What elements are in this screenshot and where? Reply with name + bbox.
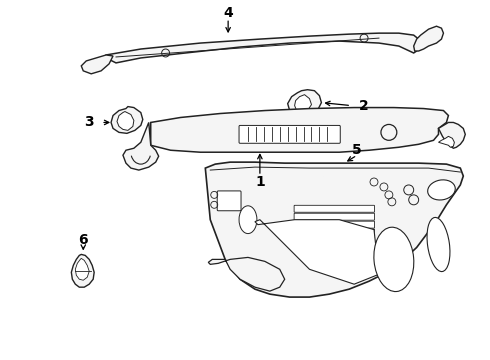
Text: 3: 3 xyxy=(84,116,94,130)
Text: 1: 1 xyxy=(255,175,265,189)
Polygon shape xyxy=(81,55,113,74)
FancyBboxPatch shape xyxy=(294,213,374,220)
Text: 2: 2 xyxy=(359,99,369,113)
Ellipse shape xyxy=(428,180,455,200)
Polygon shape xyxy=(439,136,454,147)
Text: 6: 6 xyxy=(78,233,88,247)
FancyBboxPatch shape xyxy=(294,229,374,236)
Polygon shape xyxy=(106,33,418,63)
Polygon shape xyxy=(123,122,159,170)
FancyBboxPatch shape xyxy=(294,221,374,228)
Polygon shape xyxy=(75,258,89,280)
FancyBboxPatch shape xyxy=(294,205,374,212)
FancyBboxPatch shape xyxy=(217,191,241,211)
Polygon shape xyxy=(111,107,143,133)
Text: 4: 4 xyxy=(223,6,233,20)
FancyBboxPatch shape xyxy=(239,125,340,143)
Polygon shape xyxy=(72,255,94,287)
Text: 5: 5 xyxy=(352,143,362,157)
Polygon shape xyxy=(151,108,448,152)
FancyBboxPatch shape xyxy=(294,245,374,252)
Polygon shape xyxy=(255,220,379,284)
Ellipse shape xyxy=(427,217,450,271)
Polygon shape xyxy=(439,122,466,148)
Polygon shape xyxy=(117,112,134,130)
Ellipse shape xyxy=(374,227,414,292)
Polygon shape xyxy=(288,90,321,118)
Polygon shape xyxy=(205,162,464,297)
FancyBboxPatch shape xyxy=(294,237,374,244)
Polygon shape xyxy=(294,95,312,113)
Polygon shape xyxy=(208,257,285,291)
Polygon shape xyxy=(414,26,443,51)
Ellipse shape xyxy=(239,206,257,234)
